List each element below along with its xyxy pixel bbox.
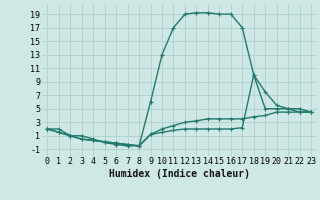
X-axis label: Humidex (Indice chaleur): Humidex (Indice chaleur)	[109, 169, 250, 179]
